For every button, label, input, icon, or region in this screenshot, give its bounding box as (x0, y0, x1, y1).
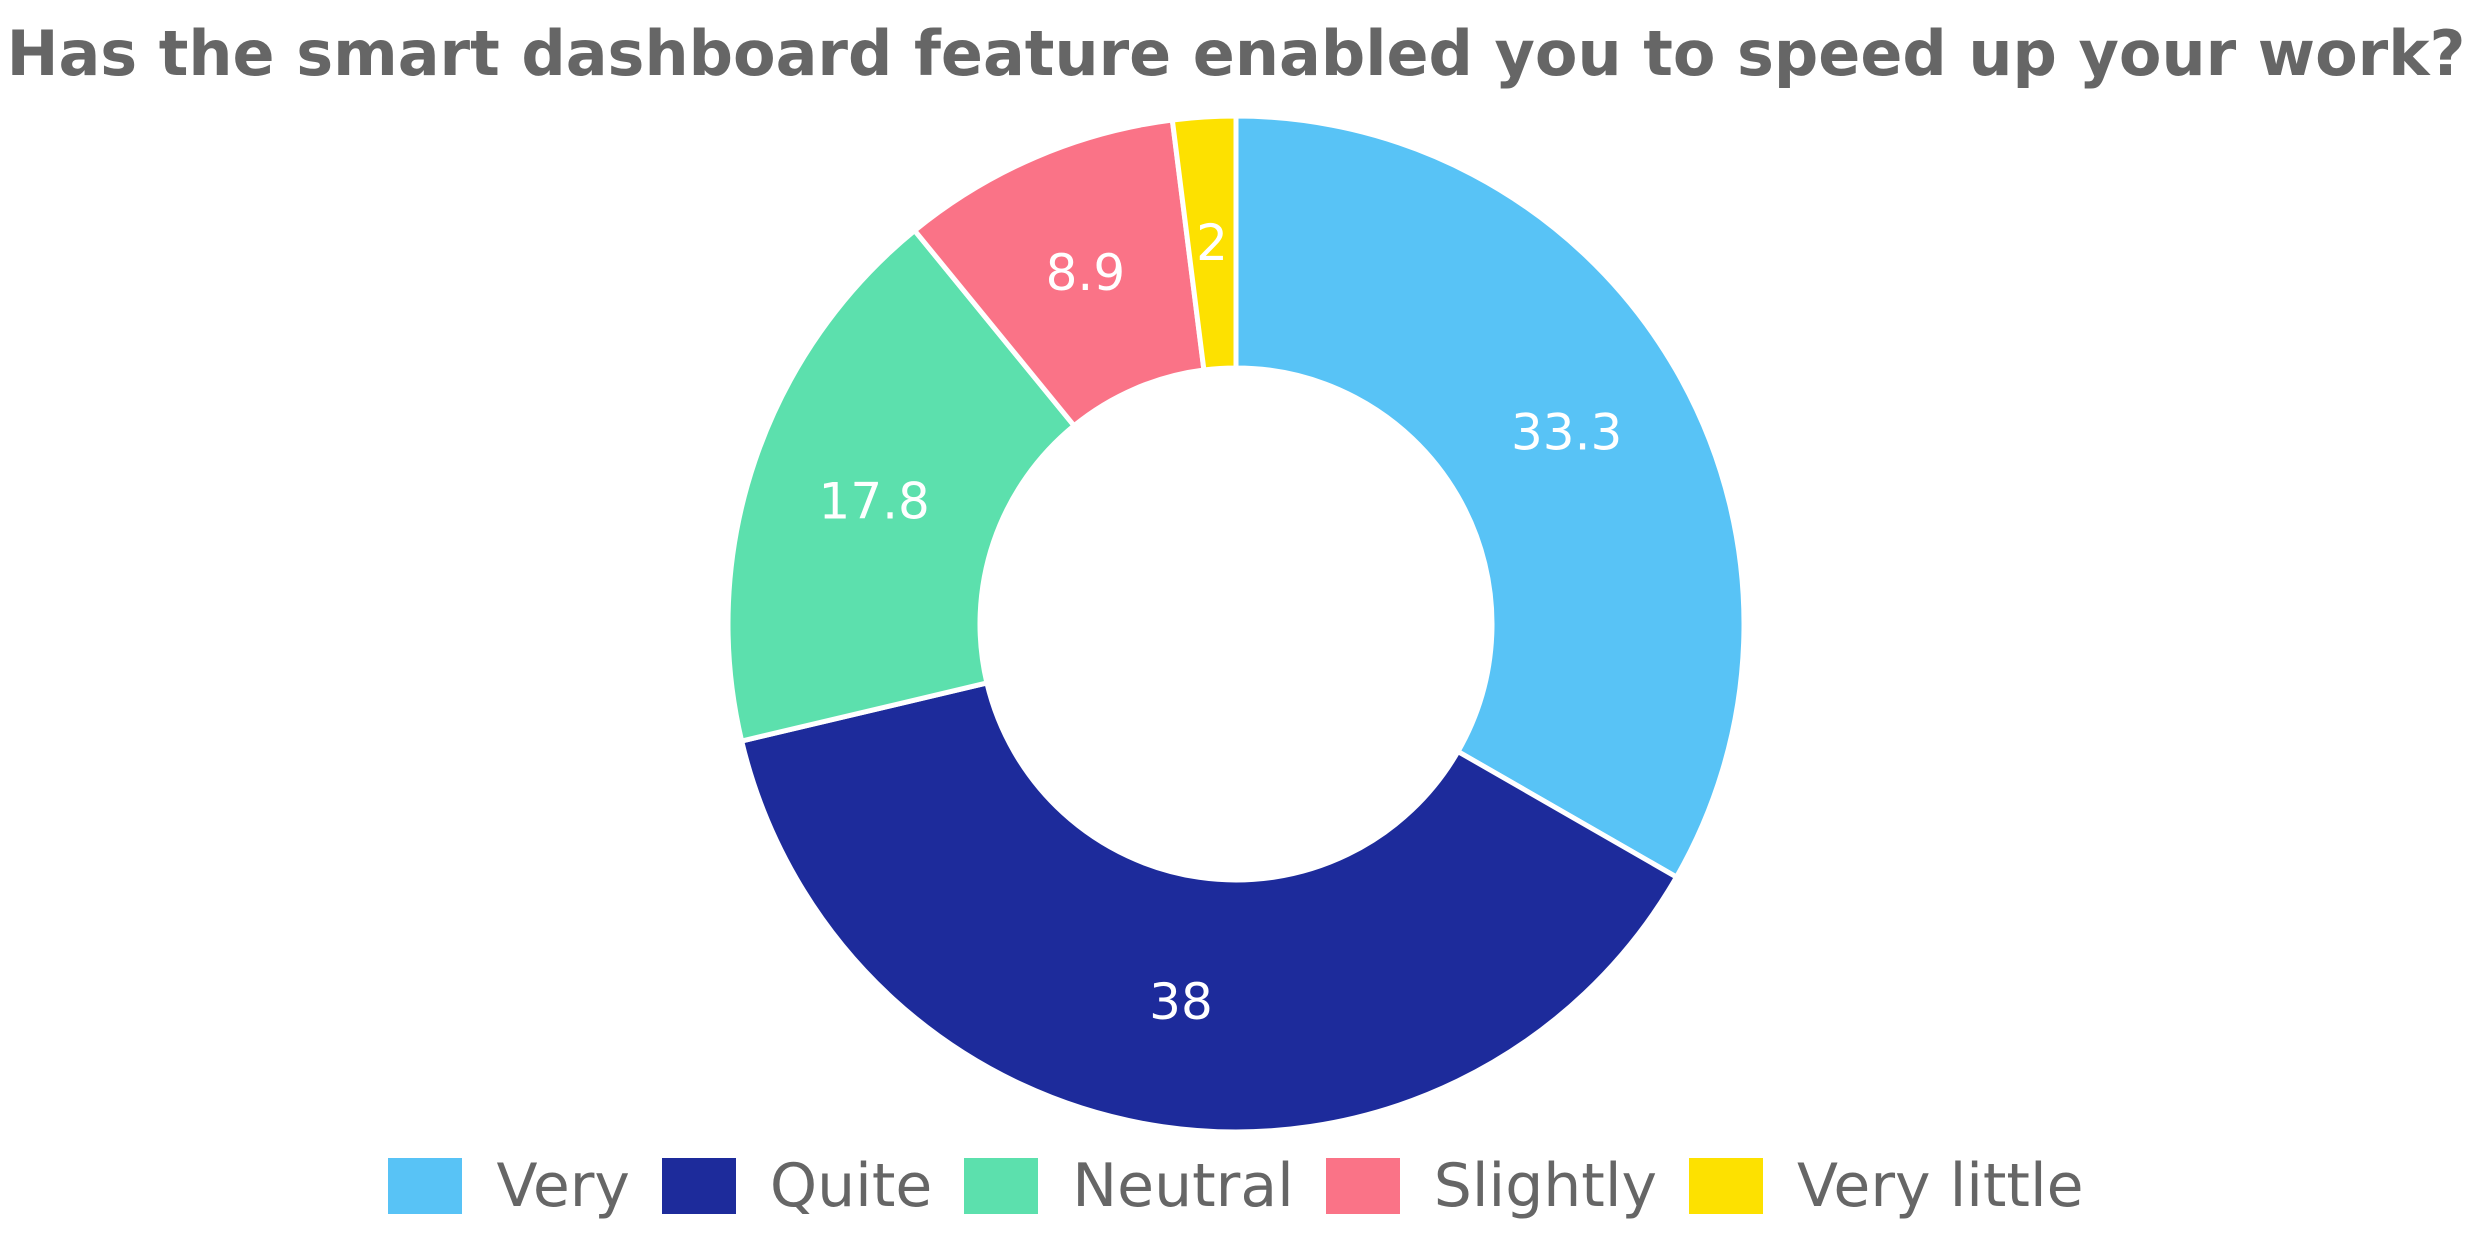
legend-swatch (1689, 1158, 1764, 1214)
chart-title: Has the smart dashboard feature enabled … (6, 17, 2466, 90)
legend-label: Very little (1797, 1151, 2084, 1221)
donut-slice-slightly (911, 117, 1207, 430)
data-label-slightly: 8.9 (1046, 244, 1126, 302)
legend-label: Slightly (1433, 1151, 1658, 1221)
legend-item-very-little[interactable]: Very little (1689, 1151, 2084, 1221)
legend-swatch (1325, 1158, 1400, 1214)
legend-label: Very (496, 1151, 630, 1221)
legend-label: Neutral (1072, 1151, 1294, 1221)
donut-slice-very (1233, 113, 1747, 881)
legend-swatch (388, 1158, 463, 1214)
legend-item-very[interactable]: Very (388, 1151, 630, 1221)
data-label-very-little: 2 (1196, 214, 1228, 272)
data-label-very: 33.3 (1511, 404, 1622, 462)
legend-item-slightly[interactable]: Slightly (1325, 1151, 1658, 1221)
donut-slice-very-little (1169, 113, 1239, 373)
donut-slice-quite (738, 679, 1680, 1135)
legend: Very Quite Neutral Slightly Very little (0, 1148, 2472, 1224)
data-label-quite: 38 (1149, 973, 1213, 1031)
legend-item-neutral[interactable]: Neutral (964, 1151, 1294, 1221)
legend-swatch (964, 1158, 1039, 1214)
legend-label: Quite (769, 1151, 933, 1221)
donut-slice-neutral (725, 227, 1078, 745)
legend-item-quite[interactable]: Quite (661, 1151, 933, 1221)
legend-swatch (661, 1158, 736, 1214)
data-label-neutral: 17.8 (819, 472, 930, 530)
